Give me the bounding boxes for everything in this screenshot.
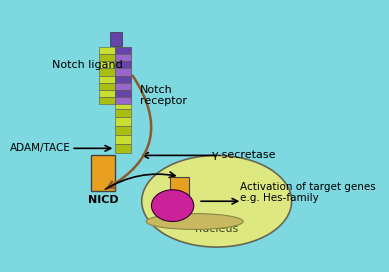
Text: Activation of target genes
e.g. Hes-family: Activation of target genes e.g. Hes-fami… <box>240 182 376 203</box>
Bar <box>115 144 131 153</box>
Text: γ-secretase: γ-secretase <box>212 150 277 160</box>
Ellipse shape <box>146 214 243 230</box>
Bar <box>100 61 115 69</box>
Bar <box>115 61 131 69</box>
Text: nucleus: nucleus <box>195 224 238 234</box>
Bar <box>100 83 115 90</box>
Bar <box>115 97 131 104</box>
Bar <box>100 54 115 61</box>
Bar <box>115 64 131 73</box>
Bar <box>115 109 131 118</box>
Bar <box>110 32 123 46</box>
Bar <box>100 76 115 83</box>
Bar <box>170 177 189 214</box>
Bar <box>115 90 131 97</box>
Bar <box>115 118 131 126</box>
Text: NICD: NICD <box>88 195 118 205</box>
Bar <box>91 155 115 191</box>
Ellipse shape <box>142 155 292 247</box>
Bar <box>115 82 131 91</box>
Text: CBF1/
RBPJ: CBF1/ RBPJ <box>163 200 183 211</box>
Bar <box>115 100 131 109</box>
Bar <box>100 47 115 54</box>
Bar <box>100 90 115 97</box>
Bar <box>100 97 115 104</box>
Bar <box>115 47 131 56</box>
Bar <box>115 126 131 135</box>
Text: Notch ligand: Notch ligand <box>52 60 123 70</box>
Bar <box>115 91 131 100</box>
Bar <box>115 69 131 76</box>
Bar <box>115 76 131 83</box>
Text: Notch
receptor: Notch receptor <box>140 85 187 106</box>
Bar <box>115 83 131 90</box>
Text: ADAM/TACE: ADAM/TACE <box>9 143 70 153</box>
Ellipse shape <box>151 190 194 221</box>
Bar <box>115 47 131 54</box>
Bar <box>115 56 131 64</box>
Bar <box>115 73 131 82</box>
Bar <box>115 54 131 61</box>
Bar <box>115 135 131 144</box>
Bar <box>100 69 115 76</box>
